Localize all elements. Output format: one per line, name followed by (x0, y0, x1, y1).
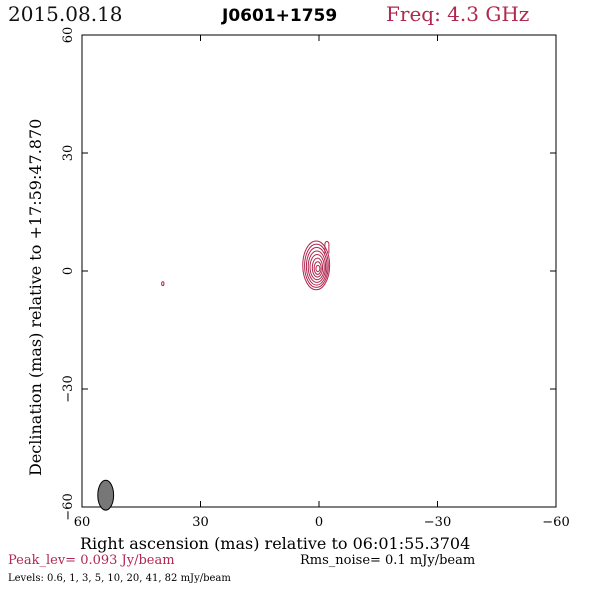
x-tick-label: −30 (424, 515, 451, 530)
contour-line (309, 254, 325, 281)
y-axis-label: Declination (mas) relative to +17:59:47.… (26, 119, 45, 476)
contour-line (302, 240, 331, 291)
source-name: J0601+1759 (222, 6, 338, 26)
contour-line (305, 246, 328, 286)
contour-extension (324, 240, 330, 254)
contour-line (307, 250, 327, 283)
contour-line (311, 257, 324, 278)
contour-layer (161, 240, 331, 291)
contour-line (313, 261, 322, 275)
contour-line (304, 243, 329, 288)
x-axis-label: Right ascension (mas) relative to 06:01:… (80, 534, 470, 553)
y-tick-label: 60 (61, 27, 76, 44)
x-tick-label: 30 (192, 515, 209, 530)
observation-date: 2015.08.18 (8, 2, 123, 26)
y-tick-label: −30 (61, 375, 76, 402)
axis-ticks (81, 34, 557, 508)
frequency-label: Freq: 4.3 GHz (386, 2, 530, 26)
y-tick-label: 30 (61, 145, 76, 162)
y-tick-label: 0 (61, 267, 76, 275)
beam-layer (97, 479, 115, 511)
x-tick-label: 0 (315, 515, 323, 530)
peak-level: Peak_lev= 0.093 Jy/beam (8, 553, 175, 568)
x-tick-label: −60 (542, 515, 569, 530)
rms-noise: Rms_noise= 0.1 mJy/beam (300, 553, 476, 568)
contour-line (161, 281, 165, 287)
contour-levels: Levels: 0.6, 1, 3, 5, 10, 20, 41, 82 mJy… (8, 573, 231, 584)
y-tick-label: −60 (61, 493, 76, 520)
contour-line (315, 264, 321, 273)
x-tick-label: 60 (74, 515, 91, 530)
beam-ellipse (97, 479, 115, 511)
